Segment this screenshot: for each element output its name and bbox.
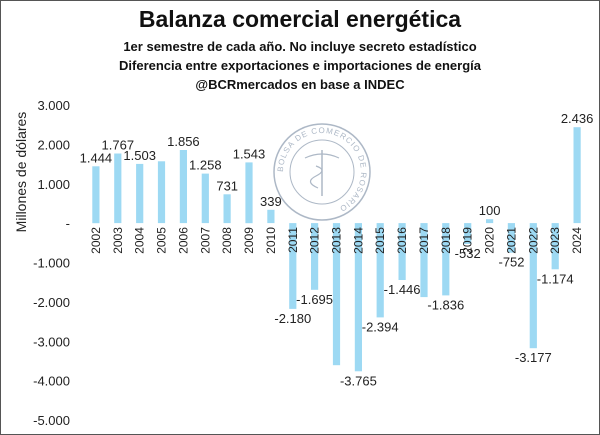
data-label-2002: 1.444 — [80, 150, 113, 165]
data-label-2007: 1.258 — [189, 158, 222, 173]
bar-2009 — [245, 162, 253, 224]
data-label-2024: 2.436 — [561, 111, 594, 126]
x-tick-label: 2024 — [570, 227, 584, 254]
bar-2023 — [551, 223, 559, 270]
bar-2005 — [157, 161, 166, 224]
bar-2008 — [223, 194, 231, 224]
data-label-2020: 100 — [479, 203, 501, 218]
bar-2013 — [332, 223, 341, 366]
x-tick-label: 2020 — [483, 227, 497, 254]
x-tick-label: 2016 — [395, 227, 409, 254]
x-tick-label: 2007 — [198, 227, 212, 254]
data-label-2021: -752 — [498, 255, 524, 270]
data-label-2009: 1.543 — [233, 146, 266, 161]
x-tick-label: 2005 — [155, 227, 169, 254]
x-tick-label: 2011 — [286, 227, 300, 253]
y-tick-label: -2.000 — [33, 295, 70, 310]
data-label-2010: 339 — [260, 194, 282, 209]
data-label-2004: 1.503 — [123, 148, 156, 163]
x-tick-label: 2012 — [308, 227, 322, 254]
y-tick-label: 3.000 — [37, 98, 70, 113]
bar-2022 — [529, 223, 537, 349]
x-tick-label: 2006 — [176, 227, 190, 254]
bar-2014 — [354, 223, 362, 372]
y-tick-label: 2.000 — [37, 137, 70, 152]
x-tick-label: 2017 — [417, 227, 431, 254]
data-label-2023: -1.174 — [537, 271, 574, 286]
data-label-2014: -3.765 — [340, 373, 377, 388]
x-tick-label: 2010 — [264, 227, 278, 254]
chart-title: Balanza comercial energética — [138, 6, 462, 32]
bar-2007 — [201, 173, 209, 224]
x-tick-label: 2015 — [373, 227, 387, 254]
bar-2004 — [136, 163, 144, 224]
y-tick-label: -3.000 — [33, 334, 70, 349]
chart-subtitle-1: 1er semestre de cada año. No incluye sec… — [123, 39, 477, 54]
data-label-2003: 1.767 — [102, 138, 135, 153]
x-tick-label: 2018 — [439, 227, 453, 254]
chart-subtitle-2: Diferencia entre exportaciones e importa… — [119, 58, 481, 73]
x-tick-label: 2022 — [526, 227, 540, 254]
bar-2019 — [464, 223, 472, 244]
chart-source: @BCRmercados en base a INDEC — [195, 77, 405, 92]
y-tick-label: 1.000 — [37, 177, 70, 192]
bar-2006 — [179, 150, 187, 224]
bar-2010 — [267, 209, 275, 224]
bar-2020 — [486, 219, 494, 224]
bar-2017 — [420, 223, 428, 298]
data-label-2012: -1.695 — [296, 292, 333, 307]
bar-2018 — [442, 223, 450, 296]
y-tick-label: -5.000 — [33, 413, 70, 428]
data-label-2019: -532 — [455, 246, 481, 261]
x-tick-label: 2021 — [505, 227, 519, 254]
x-tick-label: 2002 — [89, 227, 103, 254]
bar-2012 — [311, 223, 319, 290]
bcr-seal-watermark: BOLSA DE COMERCIO DE ROSARIO — [273, 123, 371, 221]
bar-2024 — [573, 127, 581, 224]
x-tick-label: 2014 — [351, 227, 365, 254]
y-tick-label: -1.000 — [33, 256, 70, 271]
x-tick-label: 2004 — [133, 227, 147, 254]
data-label-2018: -1.836 — [427, 297, 464, 312]
bar-2002 — [92, 166, 100, 224]
bar-2011 — [289, 223, 297, 309]
data-label-2008: 731 — [216, 178, 238, 193]
x-tick-label: 2023 — [548, 227, 562, 254]
x-tick-label: 2019 — [461, 227, 475, 254]
x-tick-label: 2008 — [220, 227, 234, 254]
y-axis-label: Millones de dólares — [13, 112, 29, 233]
bar-2003 — [114, 153, 122, 224]
data-label-2015: -2.394 — [362, 319, 399, 334]
data-label-2016: -1.446 — [384, 282, 421, 297]
data-label-2006: 1.856 — [167, 134, 200, 149]
x-tick-label: 2003 — [111, 227, 125, 254]
data-label-2011: -2.180 — [274, 311, 311, 326]
bar-2015 — [376, 223, 384, 318]
bar-2016 — [398, 223, 406, 280]
y-tick-label: -4.000 — [33, 374, 70, 389]
y-tick-label: - — [66, 216, 70, 231]
x-tick-label: 2009 — [242, 227, 256, 254]
bar-2021 — [507, 223, 515, 253]
data-label-2022: -3.177 — [515, 350, 552, 365]
x-tick-label: 2013 — [330, 227, 344, 254]
